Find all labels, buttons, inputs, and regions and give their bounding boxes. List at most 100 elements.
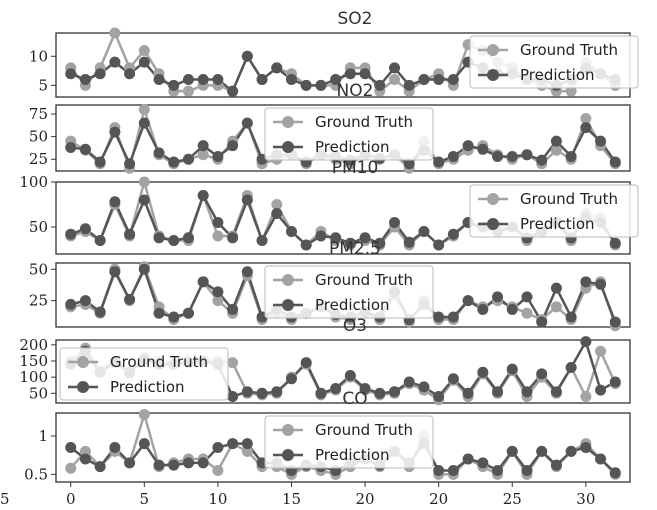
prediction-point (477, 366, 489, 378)
prediction-point (492, 291, 504, 303)
prediction-point (124, 158, 136, 170)
prediction-point (182, 457, 194, 469)
prediction-point (433, 74, 445, 86)
panel-6: 0.5 1 CO Ground Truth Prediction (24, 389, 631, 483)
ground-truth-point (109, 27, 121, 39)
legend-label: Ground Truth (315, 271, 413, 289)
prediction-point (79, 453, 91, 465)
prediction-point (403, 236, 415, 248)
prediction-point (241, 194, 253, 206)
panel-3: 50 100 PM10 Ground Truth Prediction (19, 158, 639, 255)
y-tick-label: 100 (19, 173, 48, 191)
legend-swatch-marker (282, 449, 294, 461)
legend-box (469, 35, 639, 89)
prediction-point (212, 286, 224, 298)
legend-box (264, 265, 434, 319)
prediction-point (65, 442, 77, 453)
prediction-point (285, 74, 297, 86)
legend-label: Ground Truth (315, 421, 413, 439)
panel-1: 5 10 SO2 Ground Truth Prediction (29, 9, 639, 98)
prediction-point (315, 79, 327, 91)
prediction-point (433, 465, 445, 476)
prediction-point (330, 74, 342, 86)
prediction-point (477, 143, 489, 155)
prediction-point (609, 376, 621, 388)
prediction-point (256, 235, 268, 246)
prediction-point (65, 68, 77, 80)
ground-truth-point (550, 301, 562, 313)
y-tick-label: 0.5 (24, 465, 48, 483)
prediction-point (94, 306, 106, 318)
prediction-point (138, 438, 150, 450)
ground-truth-point (550, 144, 562, 156)
y-tick-label: 25 (29, 292, 48, 310)
prediction-point (153, 459, 165, 471)
ground-truth-point (212, 230, 224, 242)
prediction-point (256, 74, 268, 86)
x-tick-label: 5 (140, 490, 150, 508)
prediction-point (506, 303, 518, 315)
prediction-point (241, 438, 253, 450)
y-tick-label: 25 (29, 150, 48, 168)
prediction-point (124, 457, 136, 469)
legend-label: Prediction (315, 138, 390, 156)
prediction-point (227, 232, 239, 244)
prediction-point (65, 228, 77, 240)
legend: Ground Truth Prediction (264, 107, 434, 161)
ground-truth-point (580, 113, 592, 125)
prediction-point (389, 62, 401, 74)
legend-box (469, 184, 639, 238)
prediction-point (256, 387, 268, 399)
prediction-point (521, 465, 533, 476)
prediction-point (79, 74, 91, 86)
prediction-point (271, 386, 283, 398)
ground-truth-point (271, 199, 283, 210)
prediction-point (565, 311, 577, 323)
x-tick-label: 35 (0, 490, 10, 508)
prediction-point (227, 391, 239, 403)
x-tick-label: 25 (503, 490, 522, 508)
legend-swatch-marker (282, 274, 294, 286)
ground-truth-point (241, 445, 253, 457)
prediction-point (536, 368, 548, 380)
ground-truth-point (389, 74, 401, 86)
prediction-point (227, 438, 239, 450)
prediction-point (315, 230, 327, 242)
prediction-point (109, 196, 121, 208)
prediction-point (197, 190, 209, 201)
prediction-point (344, 370, 356, 382)
x-tick-label: 0 (66, 490, 76, 508)
prediction-point (168, 235, 180, 246)
prediction-point (565, 445, 577, 457)
prediction-point (182, 232, 194, 244)
prediction-point (359, 68, 371, 80)
prediction-point (609, 156, 621, 168)
prediction-point (462, 295, 474, 307)
prediction-point (433, 156, 445, 168)
prediction-point (462, 453, 474, 465)
prediction-point (65, 141, 77, 153)
prediction-point (94, 156, 106, 168)
legend-label: Ground Truth (520, 41, 618, 59)
legend-label: Ground Truth (520, 190, 618, 208)
prediction-point (462, 140, 474, 152)
prediction-point (109, 56, 121, 68)
ground-truth-point (212, 295, 224, 307)
prediction-point (477, 303, 489, 315)
prediction-point (565, 151, 577, 163)
prediction-point (300, 357, 312, 369)
prediction-point (227, 140, 239, 152)
prediction-point (521, 149, 533, 161)
prediction-point (300, 79, 312, 91)
prediction-point (433, 391, 445, 403)
prediction-point (374, 387, 386, 399)
legend-swatch-marker (487, 218, 499, 230)
legend-label: Ground Truth (315, 113, 413, 131)
prediction-point (138, 263, 150, 275)
plot-frame (55, 339, 631, 404)
prediction-point (374, 79, 386, 91)
prediction-point (212, 442, 224, 453)
ground-truth-point (182, 85, 194, 97)
prediction-point (359, 382, 371, 394)
legend-box (264, 107, 434, 161)
